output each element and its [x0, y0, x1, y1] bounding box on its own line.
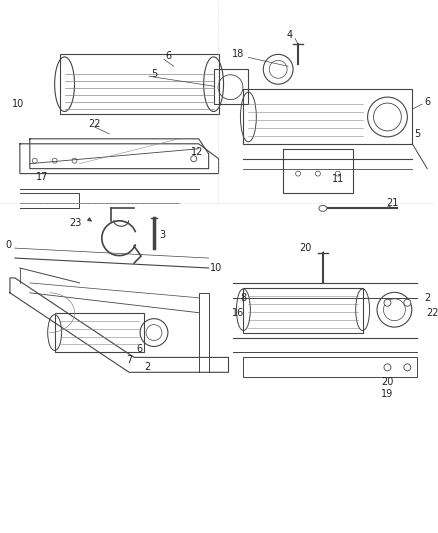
Ellipse shape: [52, 158, 57, 163]
Bar: [60, 54, 219, 114]
Text: 18: 18: [232, 50, 244, 59]
Ellipse shape: [191, 156, 197, 161]
Text: 4: 4: [287, 29, 293, 39]
Bar: [244, 358, 417, 377]
Text: 22: 22: [88, 119, 101, 129]
Text: 0: 0: [5, 240, 11, 250]
Ellipse shape: [384, 364, 391, 371]
Text: 21: 21: [386, 198, 399, 208]
Text: 12: 12: [191, 147, 203, 157]
Text: 10: 10: [12, 99, 24, 109]
Bar: [214, 69, 248, 104]
Text: 23: 23: [69, 219, 81, 228]
Ellipse shape: [32, 158, 37, 163]
Text: 6: 6: [424, 97, 430, 107]
Text: 17: 17: [35, 172, 48, 182]
Text: 6: 6: [166, 51, 172, 61]
Text: 3: 3: [159, 230, 165, 240]
Text: 20: 20: [381, 377, 394, 387]
Ellipse shape: [72, 158, 77, 163]
Text: 5: 5: [414, 129, 420, 139]
Text: 5: 5: [151, 69, 157, 79]
Ellipse shape: [404, 300, 411, 306]
Bar: [244, 89, 412, 144]
Text: 22: 22: [426, 308, 438, 318]
Text: 2: 2: [144, 362, 150, 373]
Ellipse shape: [404, 364, 411, 371]
Text: 8: 8: [240, 293, 247, 303]
Text: 20: 20: [299, 243, 311, 253]
Text: 7: 7: [126, 356, 132, 366]
Text: 2: 2: [424, 293, 430, 303]
Text: 6: 6: [136, 344, 142, 354]
Ellipse shape: [319, 205, 327, 212]
Text: 10: 10: [209, 263, 222, 273]
Bar: [244, 288, 363, 333]
Ellipse shape: [384, 300, 391, 306]
Text: 11: 11: [332, 174, 344, 183]
Text: 16: 16: [232, 308, 244, 318]
Bar: [55, 313, 144, 352]
Text: 19: 19: [381, 389, 394, 399]
